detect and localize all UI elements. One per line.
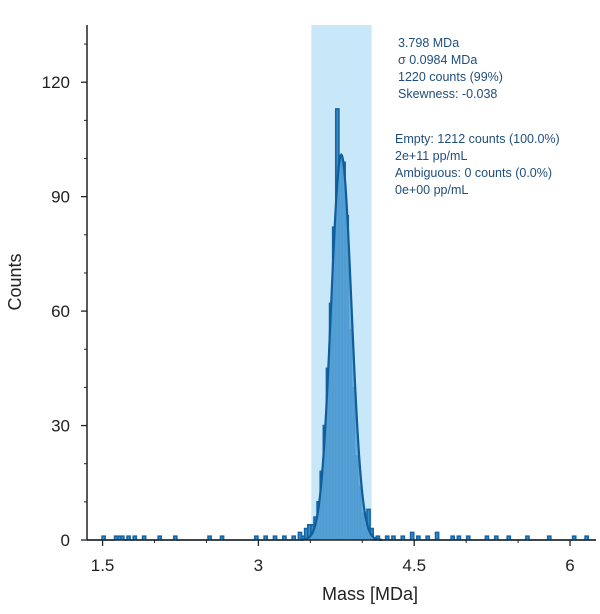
empty-concentration-text: 2e+11 pp/mL bbox=[395, 149, 467, 163]
histogram-bar bbox=[114, 536, 118, 540]
histogram-bar bbox=[457, 536, 461, 540]
y-tick-label: 30 bbox=[51, 417, 70, 436]
histogram-bar bbox=[401, 536, 405, 540]
gaussian-fit-line bbox=[300, 152, 383, 541]
population-stats-annotation: Empty: 1212 counts (100.0%) 2e+11 pp/mL … bbox=[395, 132, 560, 197]
histogram-bar bbox=[126, 536, 131, 540]
peak-skewness-text: Skewness: -0.038 bbox=[398, 87, 497, 101]
y-tick-label: 120 bbox=[42, 73, 70, 92]
ambiguous-counts-text: Ambiguous: 0 counts (0.0%) bbox=[395, 166, 552, 180]
histogram-bar bbox=[385, 536, 389, 540]
x-tick-label: 6 bbox=[565, 556, 574, 575]
y-tick-label: 90 bbox=[51, 188, 70, 207]
histogram-bar bbox=[304, 528, 308, 540]
histogram-bar bbox=[507, 536, 511, 540]
x-tick-label: 4.5 bbox=[402, 556, 426, 575]
histogram-bar bbox=[254, 536, 258, 540]
histogram-bar bbox=[133, 536, 137, 540]
histogram-bar bbox=[547, 536, 551, 540]
histogram-bar bbox=[451, 536, 455, 540]
histogram-bar bbox=[525, 536, 529, 540]
histogram-bar bbox=[273, 536, 277, 540]
peak-stats-annotation: 3.798 MDa σ 0.0984 MDa 1220 counts (99%)… bbox=[398, 36, 503, 101]
histogram-bar bbox=[485, 536, 489, 540]
ambiguous-concentration-text: 0e+00 pp/mL bbox=[395, 183, 468, 197]
axes-layer bbox=[86, 25, 596, 541]
histogram-bar bbox=[220, 536, 224, 540]
histogram-bar bbox=[416, 536, 420, 540]
histogram-bar bbox=[435, 532, 439, 540]
peak-counts-text: 1220 counts (99%) bbox=[398, 70, 503, 84]
y-axis-label: Counts bbox=[5, 253, 25, 310]
empty-counts-text: Empty: 1212 counts (100.0%) bbox=[395, 132, 560, 146]
histogram-bar bbox=[264, 536, 268, 540]
y-tick-label: 60 bbox=[51, 302, 70, 321]
histogram-bar bbox=[494, 536, 498, 540]
histogram-bar bbox=[117, 536, 121, 540]
histogram-bar bbox=[208, 536, 212, 540]
histogram-bar bbox=[292, 536, 296, 540]
histogram-bar bbox=[391, 536, 395, 540]
peak-mass-text: 3.798 MDa bbox=[398, 36, 459, 50]
histogram-bar bbox=[426, 536, 430, 540]
histogram-bar bbox=[301, 536, 305, 540]
gaussian-fit-area bbox=[300, 154, 383, 540]
histogram-bar bbox=[298, 532, 302, 540]
histogram-bar bbox=[173, 536, 177, 540]
peak-sigma-text: σ 0.0984 MDa bbox=[398, 53, 477, 67]
histogram-bar bbox=[366, 509, 371, 540]
histogram-bar bbox=[142, 536, 146, 540]
histogram-bar bbox=[102, 536, 106, 540]
histogram-bar bbox=[120, 536, 124, 540]
histogram-bar bbox=[466, 536, 470, 540]
histogram-bar bbox=[282, 536, 286, 540]
histogram-bar bbox=[585, 536, 589, 540]
histogram-bar bbox=[410, 532, 414, 540]
histogram-bar bbox=[307, 524, 311, 540]
histogram-bar bbox=[376, 536, 380, 540]
histogram-bar bbox=[572, 536, 576, 540]
x-tick-label: 3 bbox=[254, 556, 263, 575]
y-tick-label: 0 bbox=[61, 531, 70, 550]
fit-layer bbox=[300, 152, 383, 541]
x-tick-label: 1.5 bbox=[91, 556, 115, 575]
x-axis-label: Mass [MDa] bbox=[322, 584, 418, 604]
histogram-bar bbox=[158, 536, 162, 540]
